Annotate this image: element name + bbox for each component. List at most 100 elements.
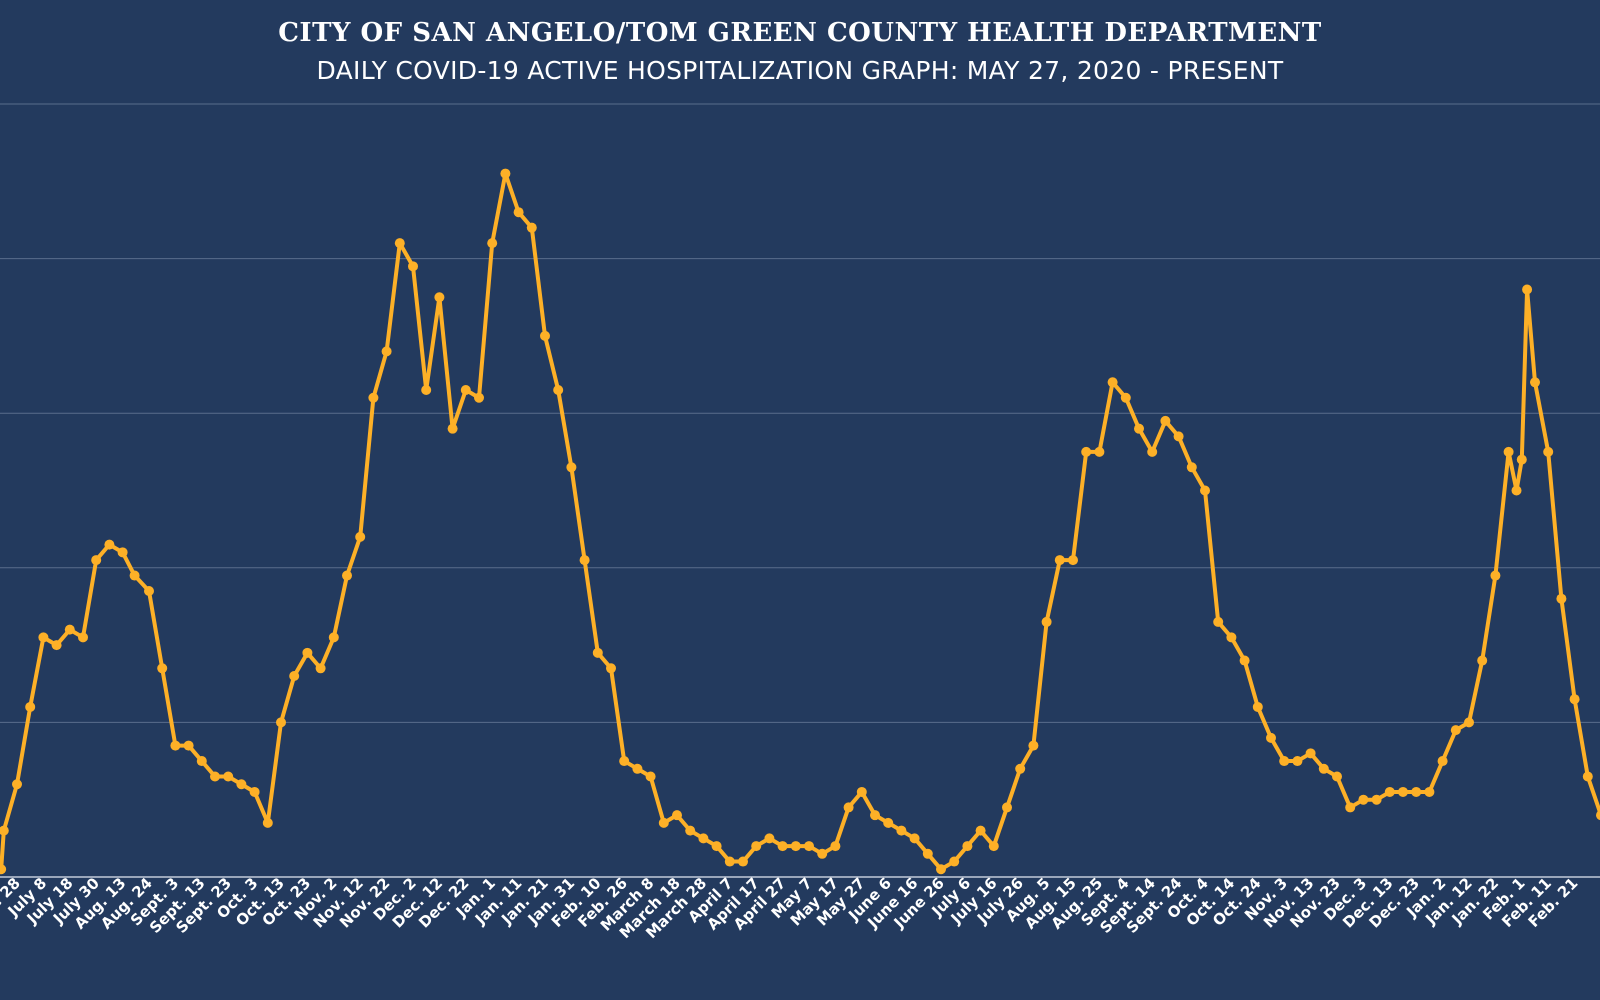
data-point bbox=[500, 168, 511, 179]
data-point bbox=[856, 786, 867, 797]
data-point bbox=[1266, 732, 1276, 743]
data-point bbox=[1424, 786, 1435, 797]
data-point bbox=[12, 779, 22, 790]
series-hospitalizations bbox=[0, 168, 1600, 875]
data-point bbox=[1068, 555, 1078, 566]
data-point bbox=[289, 671, 300, 682]
data-point bbox=[1213, 616, 1224, 627]
data-point bbox=[949, 856, 960, 867]
data-point bbox=[566, 462, 577, 473]
data-point bbox=[78, 632, 88, 643]
data-point bbox=[672, 810, 682, 821]
data-point bbox=[1411, 786, 1422, 797]
data-point bbox=[1358, 794, 1369, 805]
data-point bbox=[553, 385, 564, 396]
data-point bbox=[1569, 694, 1580, 705]
data-point bbox=[157, 663, 168, 674]
data-point bbox=[129, 570, 140, 581]
data-point bbox=[843, 802, 854, 813]
data-point bbox=[804, 841, 814, 852]
data-point bbox=[513, 207, 524, 218]
data-point bbox=[421, 385, 432, 396]
data-point bbox=[342, 570, 352, 581]
data-point bbox=[210, 771, 220, 782]
data-point bbox=[1028, 740, 1039, 751]
data-point bbox=[592, 647, 603, 658]
data-point bbox=[223, 771, 234, 782]
data-point bbox=[619, 756, 630, 767]
data-point bbox=[1279, 756, 1290, 767]
data-point bbox=[276, 717, 286, 728]
data-point bbox=[1134, 423, 1144, 434]
data-point bbox=[1120, 392, 1131, 403]
data-point bbox=[632, 763, 643, 774]
data-point bbox=[25, 701, 36, 712]
data-point bbox=[1094, 446, 1105, 457]
data-point bbox=[830, 841, 841, 852]
data-point bbox=[394, 238, 405, 249]
data-point bbox=[936, 864, 946, 875]
data-point bbox=[460, 385, 471, 396]
data-point bbox=[711, 841, 722, 852]
data-point bbox=[302, 647, 313, 658]
data-point bbox=[1511, 485, 1522, 496]
data-point bbox=[38, 632, 49, 643]
data-point bbox=[196, 756, 207, 767]
chart-subtitle: DAILY COVID-19 ACTIVE HOSPITALIZATION GR… bbox=[316, 56, 1284, 85]
data-point bbox=[474, 392, 484, 403]
data-point bbox=[1371, 794, 1382, 805]
data-point bbox=[328, 632, 339, 643]
data-point bbox=[685, 825, 696, 836]
data-point bbox=[1490, 570, 1501, 581]
data-point bbox=[922, 848, 933, 859]
data-point bbox=[1437, 756, 1448, 767]
data-point bbox=[1522, 284, 1533, 295]
data-point bbox=[1226, 632, 1237, 643]
data-point bbox=[368, 392, 379, 403]
data-point bbox=[1516, 454, 1527, 465]
data-point bbox=[0, 864, 7, 875]
series-line bbox=[0, 171, 1600, 872]
data-point bbox=[408, 261, 418, 272]
data-point bbox=[579, 555, 590, 566]
data-point bbox=[1239, 655, 1250, 666]
data-point bbox=[170, 740, 181, 751]
data-point bbox=[1596, 810, 1600, 821]
data-point bbox=[1200, 485, 1210, 496]
data-point bbox=[1041, 616, 1052, 627]
data-point bbox=[434, 292, 445, 303]
data-point bbox=[606, 663, 616, 674]
data-point bbox=[1543, 446, 1554, 457]
data-point bbox=[183, 740, 194, 751]
data-point bbox=[738, 856, 748, 867]
data-point bbox=[658, 817, 669, 828]
data-point bbox=[909, 833, 920, 844]
data-point bbox=[777, 841, 788, 852]
data-point bbox=[447, 423, 458, 434]
data-point bbox=[51, 640, 62, 651]
data-point bbox=[988, 841, 999, 852]
data-point bbox=[236, 779, 247, 790]
data-point bbox=[870, 810, 880, 821]
data-point bbox=[1147, 446, 1158, 457]
chart-title: CITY OF SAN ANGELO/TOM GREEN COUNTY HEAL… bbox=[278, 18, 1322, 48]
data-point bbox=[1503, 446, 1514, 457]
data-point bbox=[1464, 717, 1474, 728]
data-point bbox=[262, 817, 273, 828]
data-point bbox=[1081, 446, 1092, 457]
data-point bbox=[645, 771, 656, 782]
data-point bbox=[355, 531, 366, 542]
data-point bbox=[1332, 771, 1342, 782]
data-point bbox=[1556, 593, 1567, 604]
data-point bbox=[1107, 377, 1118, 388]
data-point bbox=[381, 346, 392, 357]
data-point bbox=[751, 841, 762, 852]
data-point bbox=[526, 222, 537, 233]
data-point bbox=[315, 663, 326, 674]
data-point bbox=[1398, 786, 1408, 797]
data-point bbox=[1384, 786, 1395, 797]
data-point bbox=[1292, 756, 1303, 767]
gridlines bbox=[0, 103, 1600, 878]
data-point bbox=[1530, 377, 1540, 388]
